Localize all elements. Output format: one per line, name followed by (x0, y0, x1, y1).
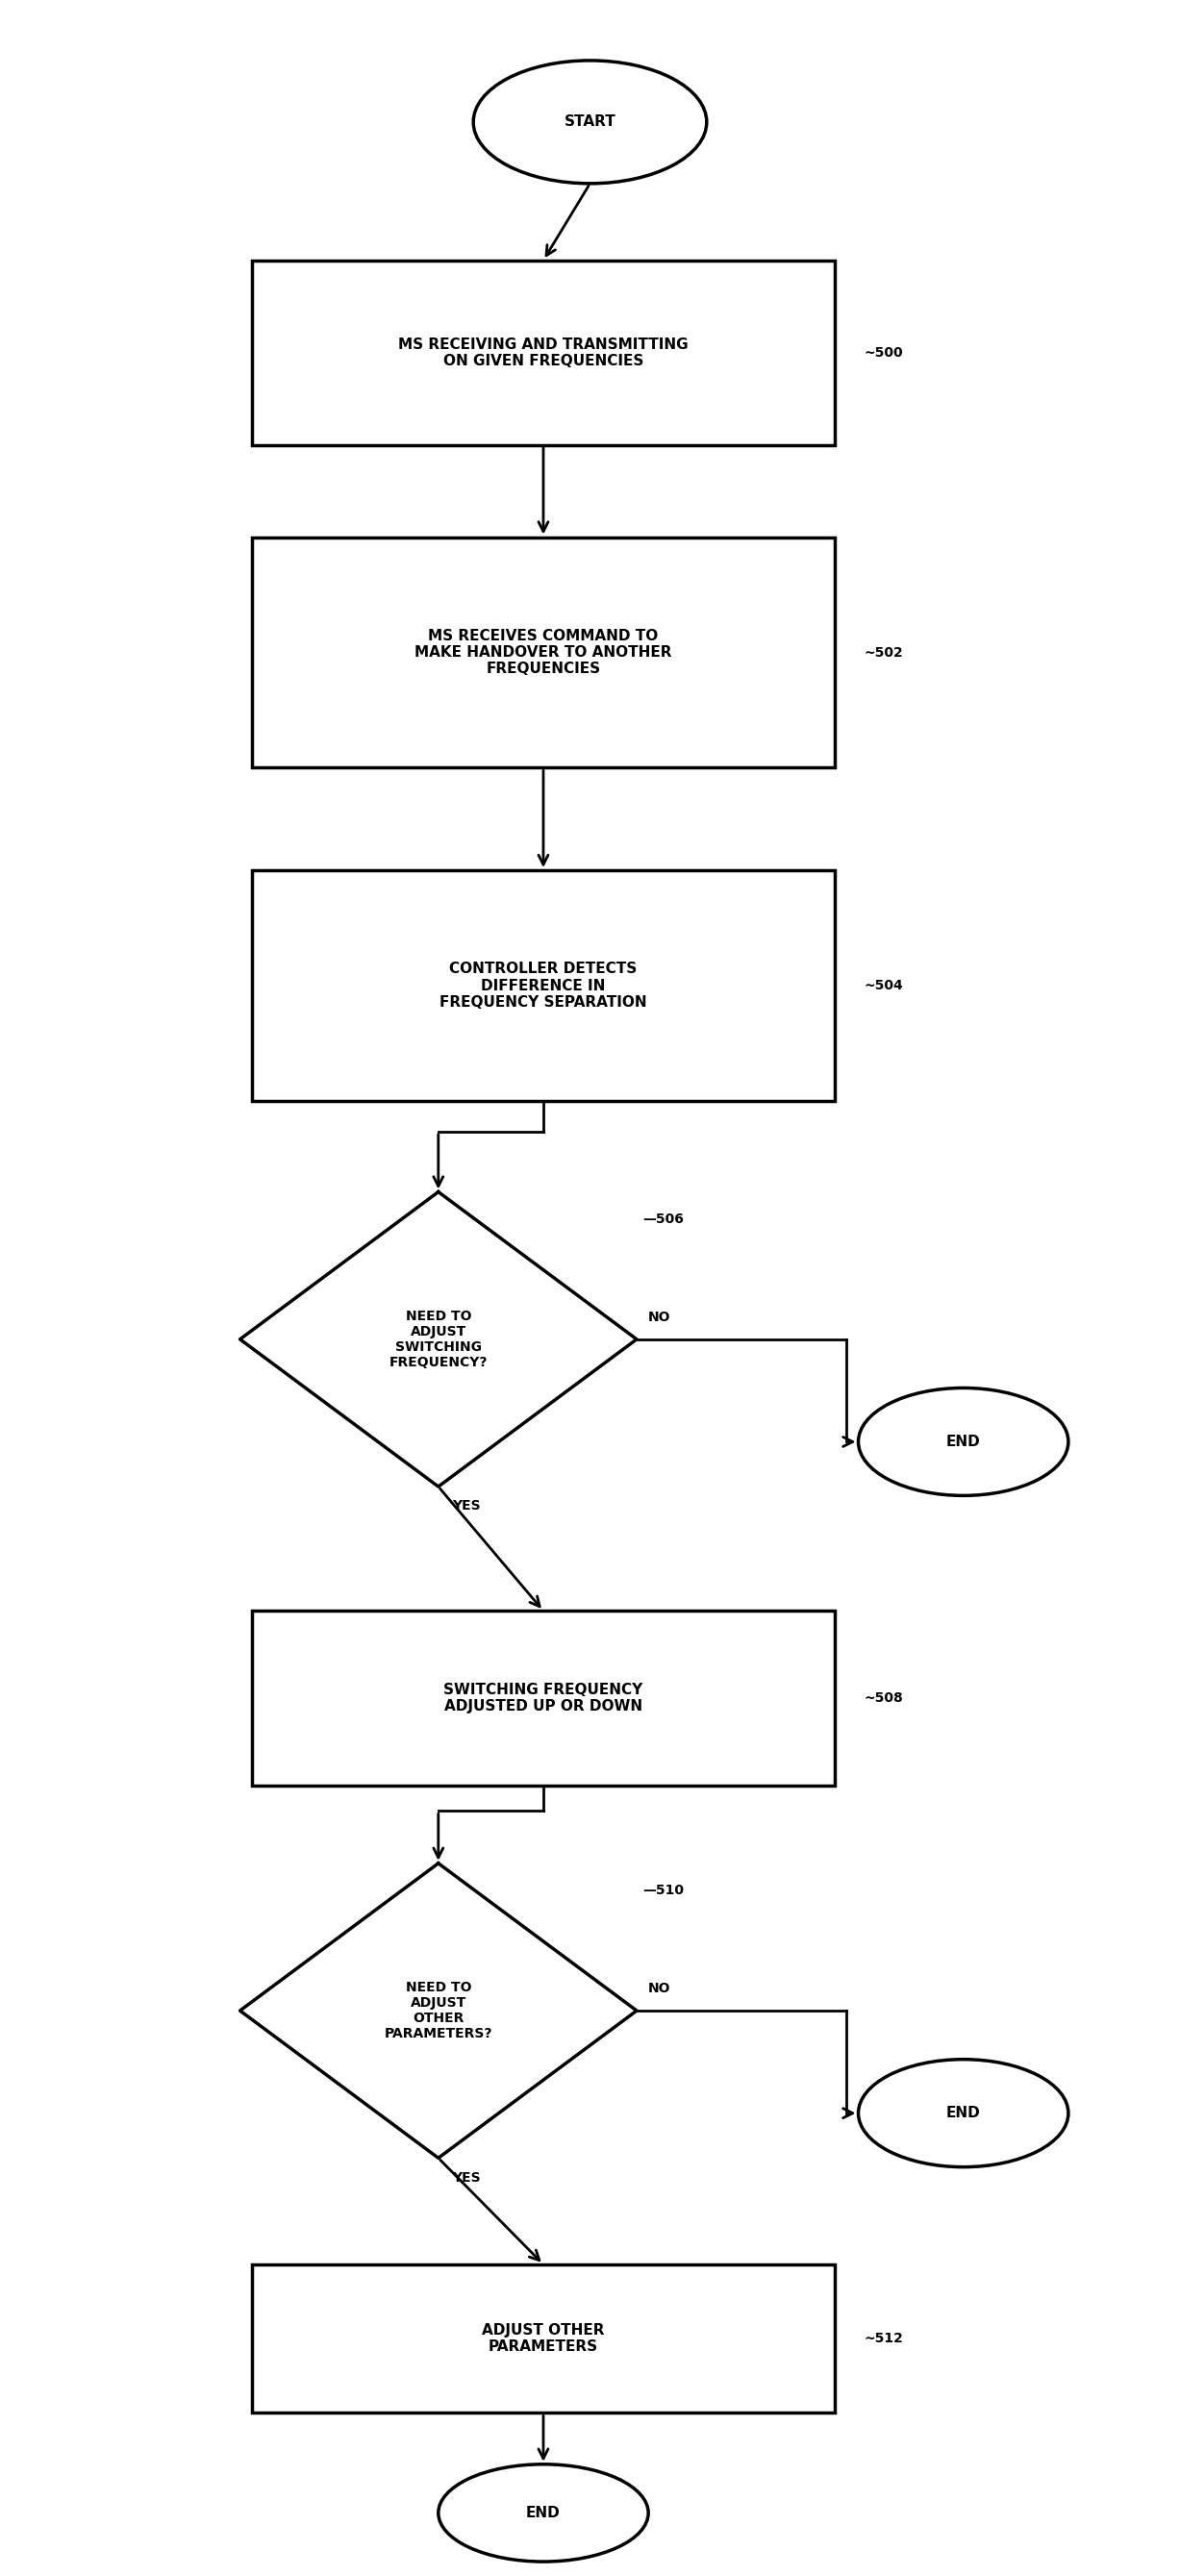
Text: END: END (526, 2506, 560, 2519)
Polygon shape (240, 1862, 637, 2159)
Text: ~500: ~500 (864, 345, 903, 361)
Text: MS RECEIVES COMMAND TO
MAKE HANDOVER TO ANOTHER
FREQUENCIES: MS RECEIVES COMMAND TO MAKE HANDOVER TO … (414, 629, 671, 677)
Text: NEED TO
ADJUST
OTHER
PARAMETERS?: NEED TO ADJUST OTHER PARAMETERS? (385, 1981, 492, 2040)
FancyBboxPatch shape (251, 1610, 835, 1785)
Ellipse shape (858, 1388, 1068, 1497)
Text: ~512: ~512 (864, 2331, 904, 2344)
Text: ADJUST OTHER
PARAMETERS: ADJUST OTHER PARAMETERS (481, 2324, 604, 2354)
FancyBboxPatch shape (251, 538, 835, 768)
Text: ~508: ~508 (864, 1692, 904, 1705)
Text: MS RECEIVING AND TRANSMITTING
ON GIVEN FREQUENCIES: MS RECEIVING AND TRANSMITTING ON GIVEN F… (399, 337, 688, 368)
Text: START: START (564, 116, 616, 129)
Text: NO: NO (648, 1311, 671, 1324)
Text: —510: —510 (642, 1883, 684, 1899)
Text: YES: YES (452, 1499, 480, 1512)
Text: NO: NO (648, 1981, 671, 1996)
FancyBboxPatch shape (251, 2264, 835, 2414)
Ellipse shape (858, 2058, 1068, 2166)
Text: SWITCHING FREQUENCY
ADJUSTED UP OR DOWN: SWITCHING FREQUENCY ADJUSTED UP OR DOWN (444, 1682, 643, 1713)
Ellipse shape (473, 59, 707, 183)
Text: ~504: ~504 (864, 979, 904, 992)
Text: NEED TO
ADJUST
SWITCHING
FREQUENCY?: NEED TO ADJUST SWITCHING FREQUENCY? (389, 1309, 487, 1370)
Ellipse shape (438, 2465, 648, 2561)
Text: END: END (946, 2107, 981, 2120)
Text: END: END (946, 1435, 981, 1448)
Polygon shape (240, 1193, 637, 1486)
Text: —506: —506 (642, 1213, 683, 1226)
Text: CONTROLLER DETECTS
DIFFERENCE IN
FREQUENCY SEPARATION: CONTROLLER DETECTS DIFFERENCE IN FREQUEN… (440, 961, 647, 1010)
Text: ~502: ~502 (864, 647, 904, 659)
FancyBboxPatch shape (251, 871, 835, 1100)
FancyBboxPatch shape (251, 260, 835, 446)
Text: YES: YES (452, 2172, 480, 2184)
